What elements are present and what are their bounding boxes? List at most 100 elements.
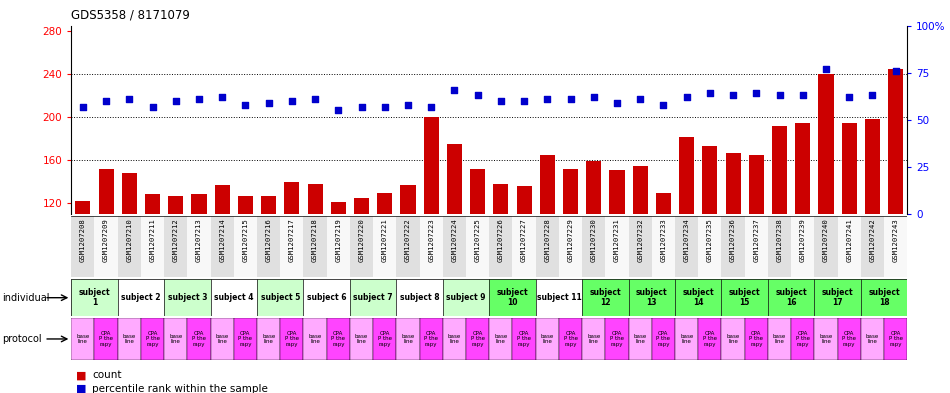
Text: subject
15: subject 15 xyxy=(729,288,761,307)
Text: CPA
P the
rapy: CPA P the rapy xyxy=(238,331,253,347)
Bar xyxy=(536,318,559,360)
Point xyxy=(354,103,370,110)
Point xyxy=(424,103,439,110)
Bar xyxy=(745,318,768,360)
Text: subject 3: subject 3 xyxy=(167,293,207,302)
Text: base
line: base line xyxy=(262,334,276,344)
Text: subject 9: subject 9 xyxy=(446,293,485,302)
Bar xyxy=(861,216,884,277)
Text: subject
12: subject 12 xyxy=(590,288,621,307)
Text: GSM1207221: GSM1207221 xyxy=(382,218,388,262)
Bar xyxy=(75,201,90,214)
Text: CPA
P the
rapy: CPA P the rapy xyxy=(192,331,206,347)
Text: base
line: base line xyxy=(865,334,879,344)
Bar xyxy=(280,318,303,360)
Point xyxy=(726,92,741,99)
Text: base
line: base line xyxy=(216,334,229,344)
Text: subject 11: subject 11 xyxy=(537,293,581,302)
Bar xyxy=(187,318,211,360)
Bar xyxy=(675,279,721,316)
Bar xyxy=(726,153,741,214)
Bar xyxy=(303,318,327,360)
Bar xyxy=(354,198,369,214)
Bar xyxy=(211,216,234,277)
Text: subject
13: subject 13 xyxy=(636,288,668,307)
Bar xyxy=(164,318,187,360)
Text: GSM1207212: GSM1207212 xyxy=(173,218,179,262)
Text: GSM1207215: GSM1207215 xyxy=(242,218,248,262)
Text: subject
17: subject 17 xyxy=(822,288,853,307)
Bar xyxy=(257,216,280,277)
Bar xyxy=(446,144,462,214)
Bar xyxy=(610,170,624,214)
Text: CPA
P the
rapy: CPA P the rapy xyxy=(470,331,484,347)
Point xyxy=(377,103,392,110)
Bar xyxy=(489,318,512,360)
Bar xyxy=(838,216,861,277)
Bar xyxy=(629,318,652,360)
Text: GSM1207236: GSM1207236 xyxy=(731,218,736,262)
Text: base
line: base line xyxy=(773,334,787,344)
Text: GSM1207222: GSM1207222 xyxy=(405,218,411,262)
Bar xyxy=(698,216,721,277)
Bar xyxy=(489,216,512,277)
Bar xyxy=(633,166,648,214)
Bar xyxy=(71,279,118,316)
Bar xyxy=(675,216,698,277)
Text: base
line: base line xyxy=(587,334,600,344)
Bar xyxy=(466,318,489,360)
Bar xyxy=(280,216,303,277)
Point xyxy=(122,96,137,102)
Text: subject
16: subject 16 xyxy=(775,288,807,307)
Bar xyxy=(721,216,745,277)
Bar xyxy=(373,318,396,360)
Bar xyxy=(396,216,420,277)
Text: CPA
P the
rapy: CPA P the rapy xyxy=(99,331,113,347)
Text: base
line: base line xyxy=(541,334,554,344)
Bar xyxy=(768,279,814,316)
Bar xyxy=(331,202,346,214)
Bar xyxy=(582,318,605,360)
Text: base
line: base line xyxy=(309,334,322,344)
Text: GSM1207227: GSM1207227 xyxy=(522,218,527,262)
Bar xyxy=(536,279,582,316)
Bar xyxy=(884,216,907,277)
Bar xyxy=(141,216,164,277)
Text: base
line: base line xyxy=(123,334,136,344)
Bar xyxy=(377,193,392,214)
Bar xyxy=(303,216,327,277)
Bar xyxy=(118,279,164,316)
Point xyxy=(864,92,880,99)
Text: GSM1207241: GSM1207241 xyxy=(846,218,852,262)
Bar xyxy=(745,216,768,277)
Text: GSM1207216: GSM1207216 xyxy=(266,218,272,262)
Bar xyxy=(818,74,833,214)
Bar xyxy=(257,279,303,316)
Bar xyxy=(168,196,183,214)
Text: GSM1207226: GSM1207226 xyxy=(498,218,504,262)
Point xyxy=(308,96,323,102)
Text: GSM1207228: GSM1207228 xyxy=(544,218,550,262)
Text: base
line: base line xyxy=(727,334,740,344)
Point xyxy=(795,92,810,99)
Text: CPA
P the
rapy: CPA P the rapy xyxy=(610,331,624,347)
Bar xyxy=(721,318,745,360)
Text: subject
1: subject 1 xyxy=(79,288,110,307)
Point xyxy=(702,90,717,97)
Text: base
line: base line xyxy=(76,334,89,344)
Bar xyxy=(517,186,532,214)
Bar xyxy=(838,318,861,360)
Text: percentile rank within the sample: percentile rank within the sample xyxy=(92,384,268,393)
Bar xyxy=(536,216,559,277)
Point xyxy=(749,90,764,97)
Point xyxy=(331,107,346,114)
Point xyxy=(238,102,253,108)
Point xyxy=(400,102,415,108)
Bar xyxy=(238,196,253,214)
Text: base
line: base line xyxy=(355,334,369,344)
Text: base
line: base line xyxy=(447,334,461,344)
Bar xyxy=(540,155,555,214)
Bar xyxy=(122,173,137,214)
Text: GSM1207208: GSM1207208 xyxy=(80,218,86,262)
Bar xyxy=(586,162,601,214)
